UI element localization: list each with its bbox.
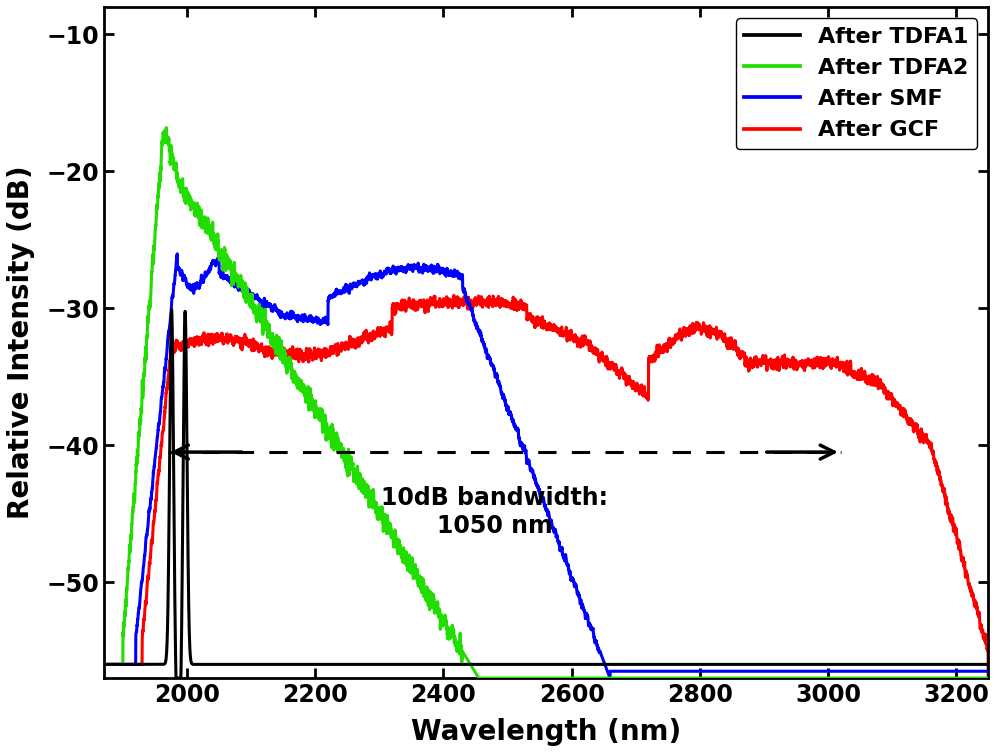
After SMF [171, 249, 183, 258]
After TDFA1 [142, 660, 154, 669]
After TDFA2 [801, 674, 813, 683]
After SMF [418, 261, 430, 270]
After GCF [98, 660, 110, 669]
Line: After SMF: After SMF [104, 254, 988, 678]
After TDFA2 [754, 674, 766, 683]
After GCF [754, 357, 766, 366]
After TDFA2 [160, 123, 172, 133]
After TDFA1 [982, 660, 994, 669]
After GCF [621, 375, 633, 384]
After SMF [754, 666, 766, 675]
After TDFA2 [98, 660, 110, 669]
Y-axis label: Relative Intensity (dB): Relative Intensity (dB) [7, 166, 35, 520]
After TDFA1 [754, 660, 766, 669]
Text: 10dB bandwidth:
1050 nm: 10dB bandwidth: 1050 nm [381, 486, 608, 538]
After TDFA2 [473, 674, 485, 683]
After TDFA2 [660, 674, 672, 683]
After GCF [418, 295, 430, 304]
After SMF [621, 666, 633, 675]
After TDFA1 [418, 660, 430, 669]
After TDFA1 [801, 660, 813, 669]
After TDFA1 [166, 306, 178, 315]
After TDFA2 [142, 316, 154, 325]
After TDFA1 [660, 660, 672, 669]
After GCF [801, 360, 813, 369]
After SMF [604, 673, 616, 682]
After GCF [142, 572, 154, 581]
After GCF [448, 291, 460, 300]
After TDFA1 [98, 660, 110, 669]
After SMF [98, 660, 110, 669]
After SMF [142, 519, 154, 528]
After SMF [982, 666, 994, 675]
After TDFA2 [982, 674, 994, 683]
Line: After TDFA2: After TDFA2 [104, 128, 988, 678]
Legend: After TDFA1, After TDFA2, After SMF, After GCF: After TDFA1, After TDFA2, After SMF, Aft… [736, 18, 977, 149]
X-axis label: Wavelength (nm): Wavelength (nm) [411, 718, 681, 746]
After TDFA2 [621, 674, 633, 683]
After SMF [660, 666, 672, 675]
Line: After GCF: After GCF [104, 295, 988, 678]
After GCF [982, 674, 994, 683]
After TDFA2 [418, 587, 430, 596]
After SMF [801, 666, 813, 675]
Line: After TDFA1: After TDFA1 [104, 310, 988, 678]
After TDFA1 [621, 660, 633, 669]
After GCF [660, 345, 672, 354]
After TDFA1 [170, 674, 182, 683]
